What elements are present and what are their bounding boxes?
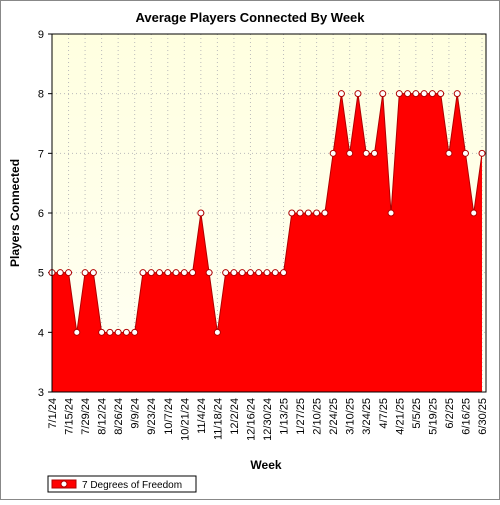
marker (296, 209, 304, 217)
x-tick-label: 3/24/25 (361, 398, 373, 435)
marker (453, 90, 461, 98)
y-tick-label: 8 (38, 89, 44, 101)
marker (180, 269, 188, 277)
marker (246, 269, 254, 277)
marker (354, 90, 362, 98)
marker (56, 269, 64, 277)
x-tick-label: 6/2/25 (444, 398, 456, 429)
x-tick-label: 2/24/25 (328, 398, 340, 435)
marker (428, 90, 436, 98)
y-tick-label: 4 (38, 327, 44, 339)
marker (470, 209, 478, 217)
x-tick-label: 1/13/25 (279, 398, 291, 435)
x-tick-label: 1/27/25 (295, 398, 307, 435)
legend-marker (60, 480, 68, 488)
y-tick-label: 6 (38, 208, 44, 220)
x-tick-label: 8/26/24 (113, 398, 125, 435)
marker (412, 90, 420, 98)
marker (346, 149, 354, 157)
x-tick-label: 2/10/25 (312, 398, 324, 435)
marker (437, 90, 445, 98)
y-tick-label: 9 (38, 29, 44, 41)
marker (255, 269, 263, 277)
x-tick-label: 6/30/25 (477, 398, 489, 435)
x-tick-label: 12/16/24 (245, 398, 257, 441)
marker (213, 328, 221, 336)
marker (81, 269, 89, 277)
marker (404, 90, 412, 98)
marker (89, 269, 97, 277)
y-tick-label: 5 (38, 268, 44, 280)
area (52, 93, 482, 393)
marker (395, 90, 403, 98)
marker (271, 269, 279, 277)
x-tick-label: 11/4/24 (196, 398, 208, 434)
marker (329, 149, 337, 157)
x-axis-label: Week (250, 458, 281, 472)
x-tick-label: 12/30/24 (262, 398, 274, 441)
x-tick-label: 9/9/24 (130, 398, 142, 429)
y-axis-label: Players Connected (8, 159, 22, 267)
y-tick-label: 3 (38, 387, 44, 399)
marker (304, 209, 312, 217)
marker (379, 90, 387, 98)
x-tick-label: 9/23/24 (146, 398, 158, 435)
marker (106, 328, 114, 336)
marker (222, 269, 230, 277)
marker (122, 328, 130, 336)
x-tick-label: 5/19/25 (427, 398, 439, 435)
marker (189, 269, 197, 277)
x-tick-label: 7/15/24 (64, 398, 76, 435)
x-tick-label: 3/10/25 (345, 398, 357, 435)
marker (313, 209, 321, 217)
marker (362, 149, 370, 157)
marker (205, 269, 213, 277)
marker (98, 328, 106, 336)
x-tick-label: 8/12/24 (97, 398, 109, 435)
marker (172, 269, 180, 277)
marker (445, 149, 453, 157)
marker (147, 269, 155, 277)
x-tick-label: 4/7/25 (378, 398, 390, 429)
marker (280, 269, 288, 277)
marker (461, 149, 469, 157)
x-tick-label: 4/21/25 (394, 398, 406, 435)
marker (65, 269, 73, 277)
marker (156, 269, 163, 277)
marker (420, 90, 428, 98)
x-tick-label: 5/5/25 (411, 398, 423, 429)
plot-border (51, 33, 487, 393)
legend-label: 7 Degrees of Freedom (82, 480, 182, 491)
chart-title: Average Players Connected By Week (135, 10, 365, 25)
x-tick-label: 10/21/24 (179, 398, 191, 441)
x-tick-label: 12/2/24 (229, 398, 241, 435)
x-tick-label: 11/18/24 (212, 398, 224, 440)
marker (164, 269, 172, 277)
x-tick-label: 7/29/24 (80, 398, 92, 435)
legend-box (47, 475, 197, 493)
marker (263, 269, 271, 277)
marker (114, 328, 122, 336)
marker (230, 269, 238, 277)
x-tick-label: 10/7/24 (163, 398, 175, 435)
marker (131, 328, 139, 336)
x-tick-label: 6/16/25 (460, 398, 472, 435)
marker (238, 269, 246, 277)
marker (139, 269, 147, 277)
marker (73, 328, 81, 336)
marker (371, 149, 378, 157)
marker (387, 209, 395, 217)
y-tick-label: 7 (38, 148, 44, 160)
marker (337, 90, 345, 98)
marker (197, 209, 205, 217)
marker (321, 209, 329, 217)
marker (478, 149, 486, 157)
marker (288, 209, 296, 217)
x-tick-label: 7/1/24 (47, 398, 59, 429)
